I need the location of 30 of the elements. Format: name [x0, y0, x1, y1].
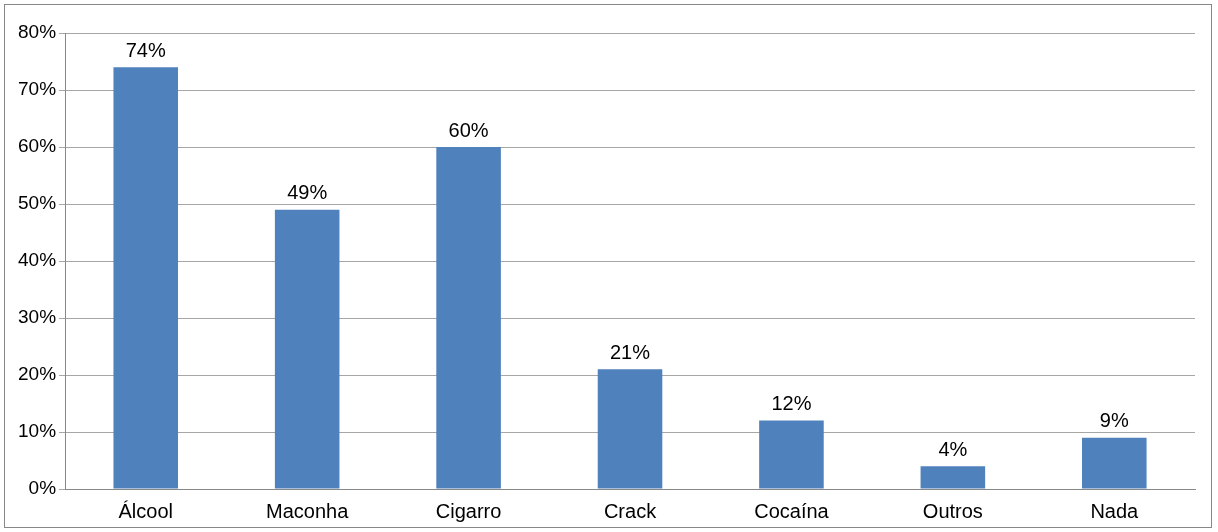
y-tick-label: 70% [18, 78, 57, 100]
bar [1082, 437, 1147, 489]
x-tick-label: Cigarro [435, 499, 502, 522]
data-label: 4% [938, 437, 968, 460]
bar [436, 147, 501, 489]
x-tick-label: Maconha [266, 499, 350, 522]
y-tick-label: 20% [18, 363, 57, 385]
data-label: 74% [125, 38, 166, 61]
x-tick-label: Nada [1090, 499, 1140, 522]
data-label: 9% [1099, 409, 1129, 432]
y-tick-label: 60% [18, 135, 57, 157]
x-tick-label: Crack [603, 499, 658, 522]
x-tick-label: Outros [922, 499, 983, 522]
bar [597, 369, 663, 489]
bar [759, 420, 824, 489]
data-label: 21% [610, 340, 651, 363]
y-tick-label: 80% [18, 21, 57, 43]
x-tick-label: Álcool [118, 499, 173, 522]
data-label: 60% [448, 118, 489, 141]
bar [113, 67, 179, 489]
bar [920, 466, 986, 489]
bar [274, 209, 340, 489]
y-tick-label: 50% [18, 192, 57, 214]
y-tick-label: 30% [18, 306, 57, 328]
data-label: 49% [287, 181, 328, 204]
y-tick-label: 10% [18, 420, 57, 442]
x-tick-label: Cocaína [754, 499, 830, 522]
y-tick-label: 0% [28, 477, 57, 499]
data-label: 12% [771, 392, 812, 415]
y-tick-label: 40% [18, 249, 57, 271]
